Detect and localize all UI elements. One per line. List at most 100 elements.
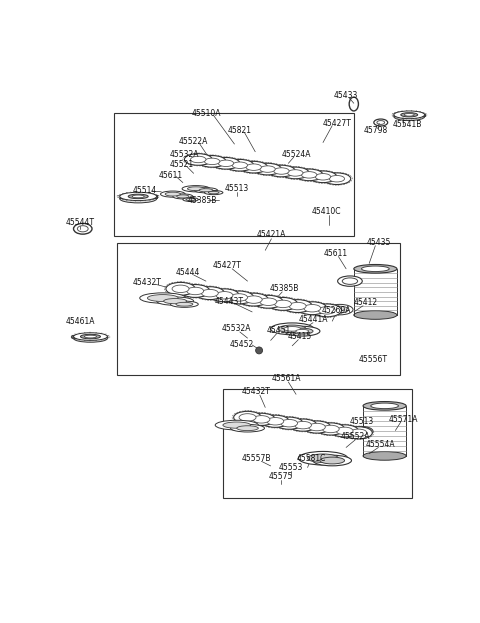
- Ellipse shape: [191, 156, 206, 163]
- Ellipse shape: [299, 452, 348, 465]
- Ellipse shape: [262, 415, 289, 427]
- Ellipse shape: [318, 307, 336, 314]
- Ellipse shape: [216, 292, 233, 299]
- Text: 45575: 45575: [268, 472, 293, 481]
- Ellipse shape: [308, 423, 325, 430]
- Text: 45611: 45611: [324, 249, 348, 258]
- Ellipse shape: [180, 285, 210, 297]
- Ellipse shape: [267, 165, 295, 177]
- Text: 45571A: 45571A: [389, 415, 419, 424]
- Polygon shape: [394, 114, 425, 116]
- Ellipse shape: [73, 335, 108, 342]
- Ellipse shape: [274, 168, 289, 174]
- Ellipse shape: [401, 113, 418, 117]
- Text: 45432T: 45432T: [133, 278, 162, 287]
- Ellipse shape: [336, 427, 353, 435]
- Ellipse shape: [173, 194, 193, 199]
- Ellipse shape: [301, 171, 317, 178]
- Text: 45410C: 45410C: [312, 207, 342, 216]
- Text: 45435: 45435: [366, 238, 391, 247]
- Ellipse shape: [371, 403, 398, 409]
- Polygon shape: [120, 195, 156, 197]
- Ellipse shape: [188, 187, 204, 191]
- Ellipse shape: [331, 425, 359, 437]
- Text: 45513: 45513: [349, 417, 373, 426]
- Ellipse shape: [164, 298, 187, 304]
- Ellipse shape: [281, 167, 309, 179]
- Ellipse shape: [337, 276, 362, 287]
- Ellipse shape: [354, 311, 397, 320]
- Ellipse shape: [320, 457, 345, 464]
- Ellipse shape: [237, 426, 258, 430]
- Ellipse shape: [285, 326, 320, 336]
- Ellipse shape: [73, 333, 108, 340]
- Ellipse shape: [245, 296, 262, 303]
- Text: 45514: 45514: [132, 186, 156, 195]
- Text: 45269A: 45269A: [322, 306, 352, 315]
- Ellipse shape: [350, 429, 367, 437]
- Ellipse shape: [230, 424, 264, 432]
- Ellipse shape: [176, 302, 193, 306]
- Ellipse shape: [278, 325, 306, 333]
- Ellipse shape: [254, 163, 281, 175]
- Text: 45513: 45513: [225, 184, 249, 193]
- Ellipse shape: [345, 427, 372, 439]
- Ellipse shape: [230, 293, 248, 301]
- Ellipse shape: [195, 287, 225, 300]
- Ellipse shape: [275, 417, 303, 429]
- Text: 45415: 45415: [288, 332, 312, 341]
- Ellipse shape: [374, 119, 388, 126]
- Ellipse shape: [165, 192, 180, 196]
- Ellipse shape: [303, 421, 331, 433]
- Ellipse shape: [183, 197, 198, 201]
- Text: 45821: 45821: [228, 126, 252, 135]
- Ellipse shape: [226, 159, 254, 171]
- Ellipse shape: [208, 191, 219, 194]
- Ellipse shape: [309, 171, 337, 183]
- Ellipse shape: [313, 455, 351, 466]
- Ellipse shape: [81, 335, 100, 339]
- Ellipse shape: [350, 426, 373, 436]
- Ellipse shape: [317, 423, 345, 435]
- Text: 45554A: 45554A: [366, 440, 396, 449]
- Text: 45412: 45412: [353, 298, 377, 307]
- Polygon shape: [73, 336, 108, 338]
- Ellipse shape: [156, 297, 193, 305]
- Ellipse shape: [132, 195, 144, 197]
- Text: 45510A: 45510A: [191, 109, 221, 118]
- Ellipse shape: [254, 295, 283, 308]
- Text: 45441A: 45441A: [299, 315, 328, 324]
- Ellipse shape: [296, 330, 309, 333]
- Text: 45427T: 45427T: [323, 119, 351, 128]
- Ellipse shape: [312, 304, 341, 317]
- Ellipse shape: [295, 169, 323, 181]
- Ellipse shape: [355, 429, 369, 434]
- Ellipse shape: [315, 174, 331, 180]
- Ellipse shape: [295, 421, 312, 429]
- Ellipse shape: [291, 328, 313, 334]
- Ellipse shape: [204, 158, 220, 164]
- Ellipse shape: [283, 300, 312, 313]
- Ellipse shape: [234, 411, 262, 424]
- Ellipse shape: [172, 285, 189, 293]
- Ellipse shape: [120, 194, 156, 203]
- Ellipse shape: [198, 156, 226, 167]
- Ellipse shape: [377, 121, 384, 125]
- Text: 45443T: 45443T: [215, 297, 243, 306]
- Text: 45461A: 45461A: [66, 316, 95, 326]
- Ellipse shape: [204, 191, 223, 194]
- Ellipse shape: [304, 305, 321, 312]
- Text: 45385B: 45385B: [270, 284, 299, 293]
- Ellipse shape: [160, 191, 185, 197]
- Ellipse shape: [201, 290, 218, 297]
- Ellipse shape: [281, 419, 298, 427]
- Ellipse shape: [361, 266, 389, 272]
- Ellipse shape: [240, 161, 267, 173]
- Ellipse shape: [225, 291, 254, 304]
- Ellipse shape: [363, 402, 406, 410]
- Text: 45521: 45521: [170, 160, 194, 169]
- Ellipse shape: [128, 194, 148, 199]
- Ellipse shape: [223, 422, 251, 428]
- Ellipse shape: [147, 295, 178, 302]
- Ellipse shape: [84, 335, 96, 338]
